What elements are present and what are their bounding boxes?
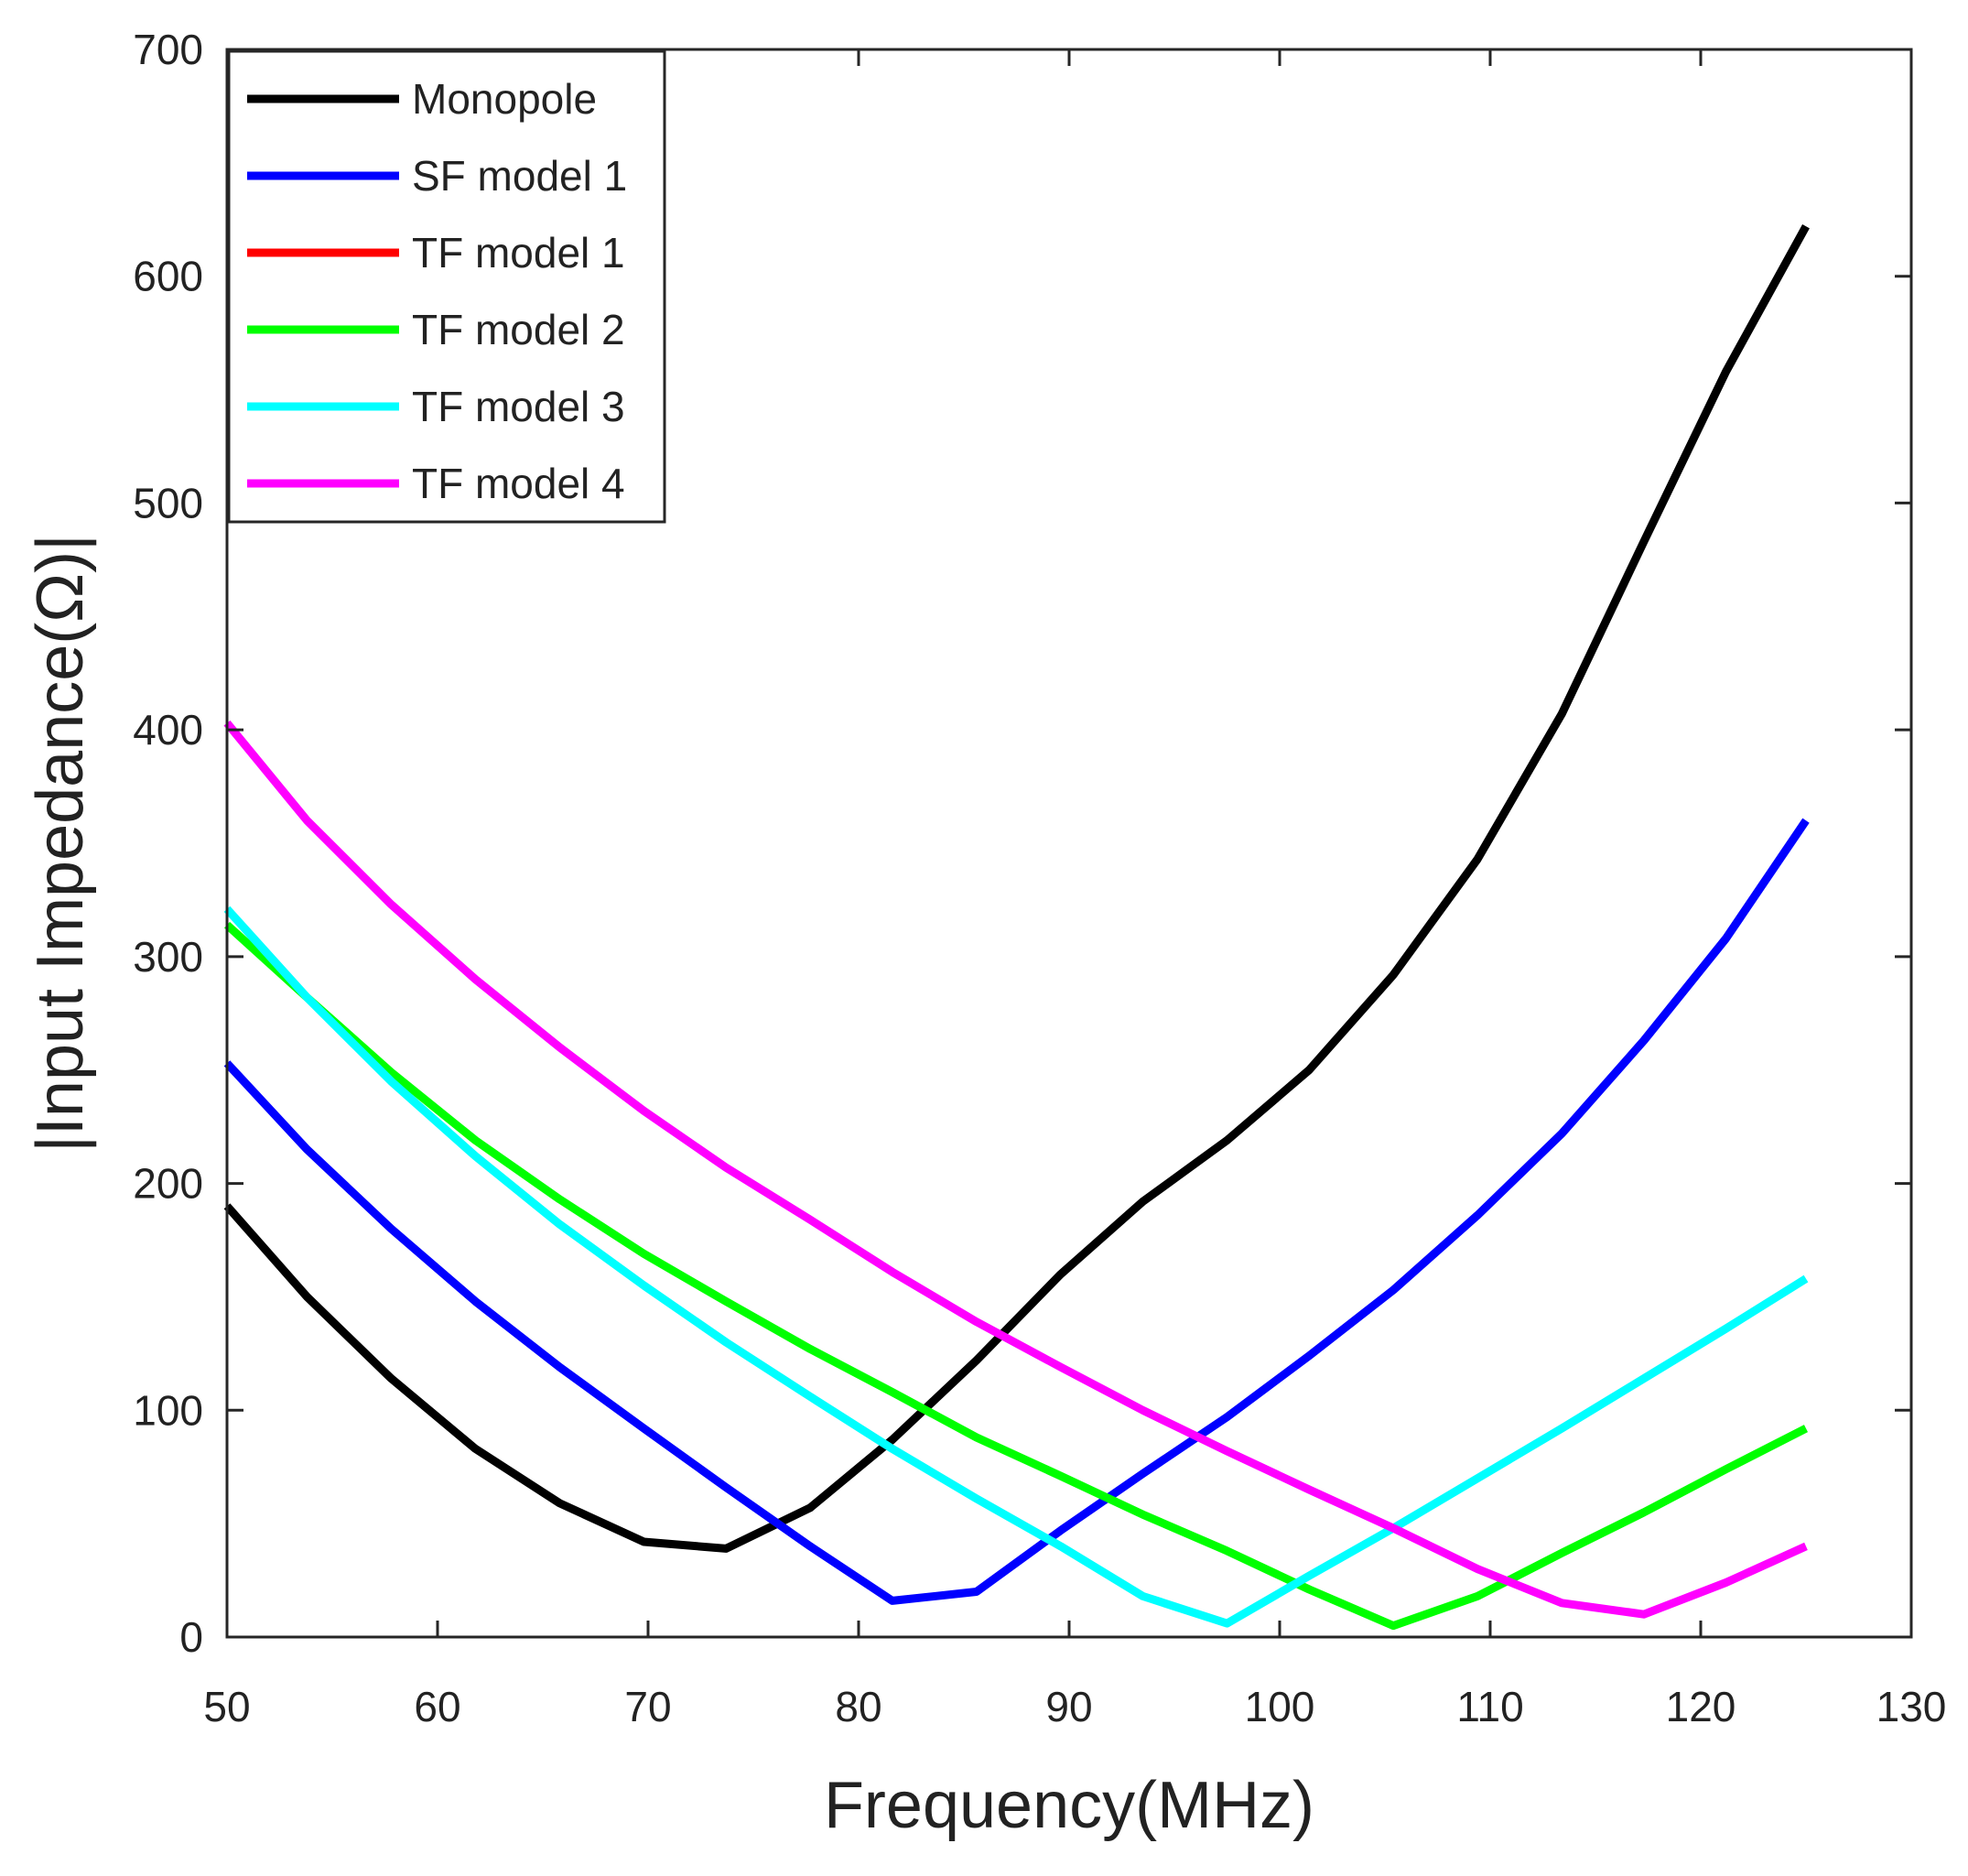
legend-label-0: Monopole [412, 75, 597, 123]
x-axis-title: Frequency(MHz) [824, 1769, 1314, 1842]
x-tick-label: 70 [624, 1683, 671, 1730]
x-tick-label: 130 [1876, 1683, 1947, 1730]
legend-label-4: TF model 3 [412, 383, 625, 430]
x-tick-label: 90 [1045, 1683, 1092, 1730]
x-tick-label: 80 [835, 1683, 881, 1730]
x-tick-label: 110 [1456, 1683, 1523, 1730]
series-line-5 [223, 720, 1808, 1619]
y-axis: 0 100 200 300 400 500 600 700 [133, 26, 1911, 1661]
y-tick-label: 300 [133, 933, 203, 981]
y-tick-label: 500 [133, 479, 203, 526]
series-line-0 [223, 224, 1810, 1553]
x-axis: 50 60 70 80 90 100 110 120 130 [203, 49, 1946, 1730]
y-axis-title: |Input Impedance(Ω)| [24, 534, 97, 1153]
legend: Monopole SF model 1 TF model 1 TF model 2 TF… [227, 49, 666, 524]
legend-label-5: TF model 4 [412, 460, 625, 507]
series-line-1 [223, 818, 1810, 1605]
legend-box [227, 49, 666, 524]
x-tick-label: 100 [1245, 1683, 1315, 1730]
series-line-4 [223, 905, 1809, 1628]
y-tick-label: 0 [179, 1613, 203, 1661]
y-tick-label: 100 [133, 1386, 203, 1434]
legend-label-2: TF model 1 [412, 229, 625, 277]
y-tick-label: 200 [133, 1160, 203, 1208]
x-tick-label: 120 [1666, 1683, 1736, 1730]
y-tick-label: 600 [133, 253, 203, 300]
series-line-3 [223, 921, 1809, 1631]
x-tick-label: 50 [203, 1683, 250, 1730]
legend-label-3: TF model 2 [412, 306, 625, 353]
legend-label-1: SF model 1 [412, 152, 627, 200]
y-tick-label: 400 [133, 706, 203, 754]
series-layer [223, 224, 1810, 1631]
x-tick-label: 60 [414, 1683, 460, 1730]
y-tick-label: 700 [133, 26, 203, 73]
